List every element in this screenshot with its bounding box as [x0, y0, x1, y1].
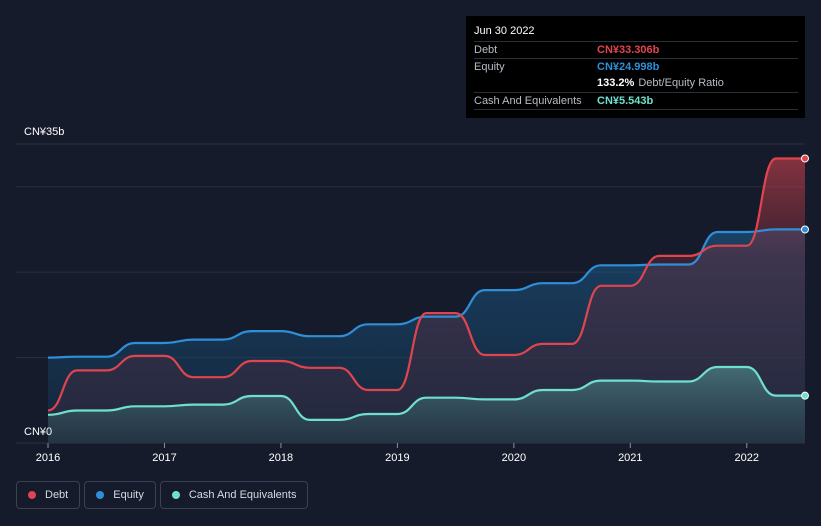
series-lines: [47, 157, 805, 421]
legend-item-equity[interactable]: Equity: [84, 481, 156, 509]
equity-line: [47, 228, 805, 359]
legend-debt-dot: [28, 491, 36, 499]
legend-equity-label: Equity: [113, 489, 144, 501]
x-tick-label: 2017: [152, 452, 176, 464]
tooltip-cash-value: CN¥5.543b: [597, 95, 654, 107]
legend-debt-label: Debt: [45, 489, 69, 501]
tooltip-equity-value: CN¥24.998b: [597, 61, 660, 73]
series-end-markers: [801, 154, 809, 400]
tooltip-bottom-rule: [474, 109, 798, 126]
cash-and-equivalents-end-marker[interactable]: [801, 391, 809, 400]
x-tick-label: 2020: [502, 452, 526, 464]
y-axis-top-label: CN¥35b: [24, 126, 64, 138]
legend-cash-label: Cash And Equivalents: [188, 489, 297, 501]
tooltip-row-equity: Equity CN¥24.998b: [474, 58, 798, 75]
tooltip-ratio-value: 133.2%: [597, 77, 635, 89]
cash-and-equivalents-line: [47, 365, 805, 421]
tooltip-ratio-label: Debt/Equity Ratio: [638, 77, 724, 89]
legend-cash-dot: [171, 491, 180, 499]
debt-end-marker[interactable]: [801, 154, 809, 163]
tooltip-row-debt: Debt CN¥33.306b: [474, 41, 798, 58]
x-tick-label: 2022: [735, 452, 759, 464]
tooltip-cash-label: Cash And Equivalents: [474, 95, 582, 107]
debt-area: [48, 158, 805, 443]
x-axis-ticks: 2016 2017 2018 2019 2020 2021 2022: [36, 443, 759, 464]
tooltip-row-cash: Cash And Equivalents CN¥5.543b: [474, 92, 798, 109]
x-tick-label: 2019: [385, 452, 409, 464]
tooltip-row-ratio: 133.2% Debt/Equity Ratio: [474, 75, 798, 92]
y-axis-zero-label: CN¥0: [24, 426, 52, 438]
tooltip-equity-label: Equity: [474, 61, 505, 73]
data-tooltip: Jun 30 2022 Debt CN¥33.306b Equity CN¥24…: [466, 16, 805, 118]
tooltip-date: Jun 30 2022: [474, 25, 535, 37]
cash-and-equivalents-area: [48, 367, 805, 443]
legend-item-debt[interactable]: Debt: [16, 481, 81, 509]
debt-line: [47, 157, 805, 412]
chart-legend: Debt Equity Cash And Equivalents: [16, 481, 309, 509]
tooltip-debt-value: CN¥33.306b: [597, 44, 660, 56]
tooltip-debt-label: Debt: [474, 44, 498, 56]
x-tick-label: 2016: [36, 452, 60, 464]
x-tick-label: 2021: [618, 452, 642, 464]
equity-end-marker[interactable]: [801, 225, 809, 234]
legend-item-cash[interactable]: Cash And Equivalents: [159, 481, 309, 509]
x-tick-label: 2018: [269, 452, 293, 464]
legend-equity-dot: [96, 491, 105, 499]
series-areas: [48, 158, 805, 443]
